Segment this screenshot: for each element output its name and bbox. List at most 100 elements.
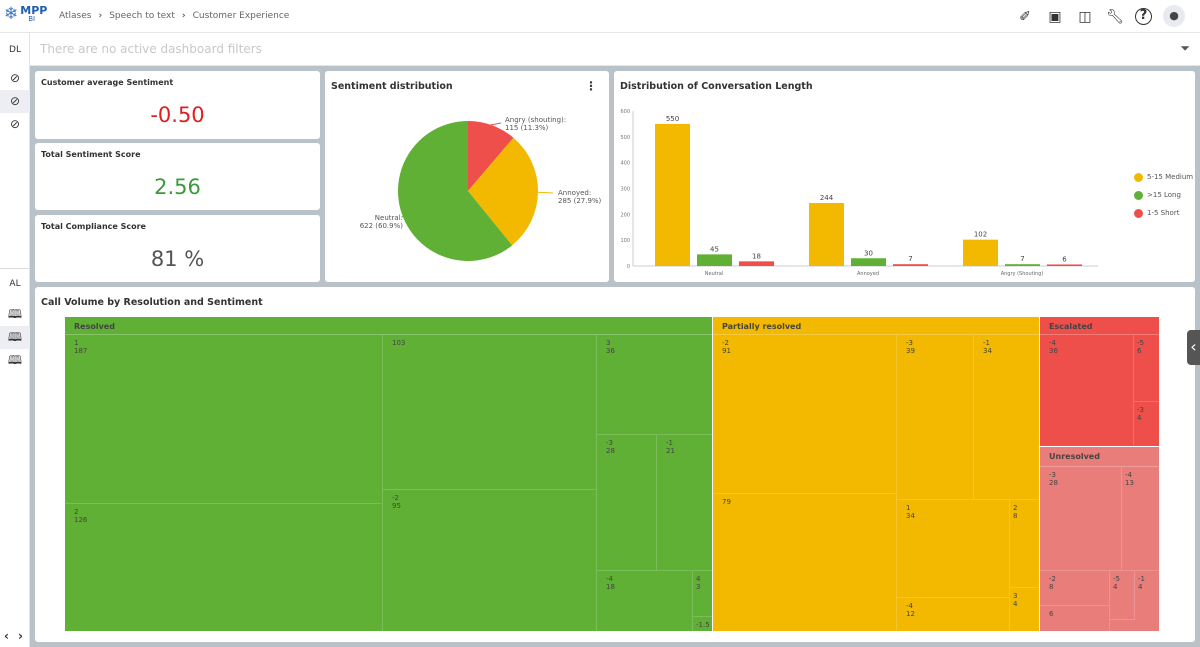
tile-count: 6 — [1137, 347, 1142, 355]
legend-item[interactable]: 1-5 Short — [1134, 204, 1193, 222]
treemap-tile[interactable]: 1 187 — [65, 335, 383, 504]
kpi-title: Total Sentiment Score — [41, 150, 141, 159]
treemap-tile[interactable]: -3 4 — [1134, 402, 1160, 447]
tile-sentiment: 4 — [696, 575, 701, 583]
tile-count: 8 — [1049, 583, 1054, 591]
bar[interactable] — [1047, 264, 1082, 266]
chevron-right-icon[interactable]: › — [18, 629, 23, 643]
treemap-tile[interactable]: -1 4 — [1135, 571, 1160, 632]
tile-sentiment: -1.5 — [696, 621, 710, 629]
sidebar: DL ⊘ ⊘ ⊘ AL 🕮︎ 🕮︎ 🕮︎ ‹ › — [0, 33, 30, 647]
catalog-info-icon[interactable]: ◫ — [1078, 9, 1092, 25]
tile-sentiment: -1 — [1138, 575, 1145, 583]
treemap-tile[interactable]: -4 13 — [1122, 467, 1160, 571]
dashboard-gauge-icon[interactable]: ⊘ — [0, 90, 30, 113]
treemap-tile[interactable]: -3 28 — [1040, 467, 1122, 571]
treemap-tile[interactable]: -4 12 — [897, 598, 1010, 632]
breadcrumb-speech-to-text[interactable]: Speech to text — [109, 11, 175, 21]
treemap-group-partially-resolved[interactable]: Partially resolved -2 91 79 -3 39 -1 34 1 34 -4 12 2… — [713, 317, 1040, 632]
presentation-icon[interactable]: ▣ — [1048, 9, 1062, 25]
breadcrumb-atlases[interactable]: Atlases — [59, 11, 92, 21]
book-icon[interactable]: 🕮︎ — [0, 326, 30, 349]
chart-title: Sentiment distribution — [331, 81, 453, 92]
tile-sentiment: -1 — [666, 439, 673, 447]
more-options-icon[interactable]: ⋮ — [585, 79, 597, 93]
bar[interactable] — [893, 264, 928, 266]
treemap-tile[interactable]: -1.5 — [693, 617, 713, 632]
book-icon[interactable]: 🕮︎ — [7, 307, 23, 321]
pie-slice-angry-shouting-[interactable] — [468, 121, 514, 191]
treemap-tile[interactable]: 103 — [383, 335, 597, 490]
legend-item[interactable]: >15 Long — [1134, 186, 1193, 204]
treemap-tile[interactable]: -2 91 — [713, 335, 897, 494]
tile-count: 28 — [606, 447, 615, 455]
treemap-tile[interactable]: -3 28 — [597, 435, 657, 571]
chevron-right-icon: › — [98, 11, 103, 21]
dashboard-canvas: Customer average Sentiment -0.50 Total S… — [30, 66, 1200, 647]
treemap-tile[interactable]: -3 39 — [897, 335, 974, 500]
conversation-length-card: Distribution of Conversation Length 0 100… — [614, 71, 1195, 282]
kpi-value: -0.50 — [150, 103, 205, 127]
treemap-tile[interactable]: 1 34 — [897, 500, 1010, 598]
tile-count — [696, 629, 712, 631]
tile-sentiment: -2 — [722, 339, 729, 347]
treemap-group-resolved[interactable]: Resolved 1 187 2 126 103 -2 95 3 36 -3 28 -1 21 -4 18 4 3… — [65, 317, 713, 632]
rocket-icon[interactable]: ✐ — [1019, 9, 1031, 25]
treemap-tile[interactable]: -5 6 — [1134, 335, 1160, 402]
treemap-group-escalated[interactable]: Escalated -4 36 -5 6 -3 4 — [1040, 317, 1160, 447]
tile-sentiment: -2 — [1049, 575, 1056, 583]
filter-clear-icon[interactable]: ⏷ — [1180, 41, 1190, 55]
treemap-tile[interactable]: 3 36 — [597, 335, 713, 435]
y-tick-label: 100 — [620, 238, 630, 244]
treemap-tile[interactable]: -4 36 — [1040, 335, 1134, 447]
kpi-card-compliance: Total Compliance Score 81 % — [35, 215, 320, 282]
dashboard-gauge-icon[interactable]: ⊘ — [9, 117, 21, 131]
bar[interactable] — [851, 258, 886, 266]
pie-slice-annoyed[interactable] — [468, 137, 538, 246]
y-tick-label: 0 — [627, 264, 630, 270]
wrench-icon[interactable]: 🔧︎ — [1106, 9, 1124, 25]
bar[interactable] — [963, 239, 998, 266]
treemap-tile[interactable]: -1 34 — [974, 335, 1040, 500]
help-icon[interactable]: ? — [1135, 8, 1152, 25]
treemap-tile[interactable]: -2 8 — [1040, 571, 1110, 606]
treemap-group-unresolved[interactable]: Unresolved -3 28 -4 13 -2 8 6 -5 4 -1 4 — [1040, 447, 1160, 632]
treemap-tile[interactable]: 79 — [713, 494, 897, 632]
bar[interactable] — [697, 254, 732, 266]
user-avatar-icon[interactable]: ● — [1163, 5, 1185, 27]
legend-item[interactable]: 5-15 Medium — [1134, 168, 1193, 186]
x-tick-label: Annoyed — [857, 271, 879, 277]
dashboard-gauge-icon[interactable]: ⊘ — [9, 71, 21, 85]
treemap-tile[interactable]: 2 126 — [65, 504, 383, 632]
tile-sentiment: 2 — [1013, 504, 1018, 512]
tile-sentiment: -3 — [1049, 471, 1056, 479]
leader-line — [401, 212, 410, 218]
tile-sentiment: -5 — [1137, 339, 1144, 347]
al-label: AL — [9, 279, 21, 289]
bar[interactable] — [1005, 264, 1040, 266]
chevron-left-icon[interactable]: ‹ — [4, 629, 9, 643]
pie-label: 622 (60.9%) — [360, 222, 404, 230]
collapse-panel-button[interactable]: ‹ — [1187, 330, 1200, 365]
bar-value-label: 550 — [666, 115, 679, 123]
treemap-tile[interactable]: -2 95 — [383, 490, 597, 632]
pie-slice-neutral[interactable] — [398, 121, 513, 261]
treemap-tile[interactable]: -1 21 — [657, 435, 713, 571]
bar[interactable] — [809, 202, 844, 266]
logo[interactable]: ❄ MPP BI — [4, 5, 47, 23]
treemap-tile[interactable]: 6 — [1040, 606, 1110, 632]
tile-count: 21 — [666, 447, 675, 455]
bar[interactable] — [655, 123, 690, 266]
treemap-tile[interactable]: -5 4 — [1110, 571, 1135, 620]
treemap-group-label: Unresolved — [1040, 447, 1159, 467]
pie-label: 115 (11.3%) — [505, 124, 549, 132]
book-icon[interactable]: 🕮︎ — [7, 353, 23, 367]
tile-sentiment: -4 — [606, 575, 613, 583]
tile-count: 3 — [696, 583, 701, 591]
treemap-tile[interactable]: -4 18 — [597, 571, 693, 632]
bar[interactable] — [739, 261, 774, 266]
x-tick-label: Neutral — [705, 271, 723, 277]
